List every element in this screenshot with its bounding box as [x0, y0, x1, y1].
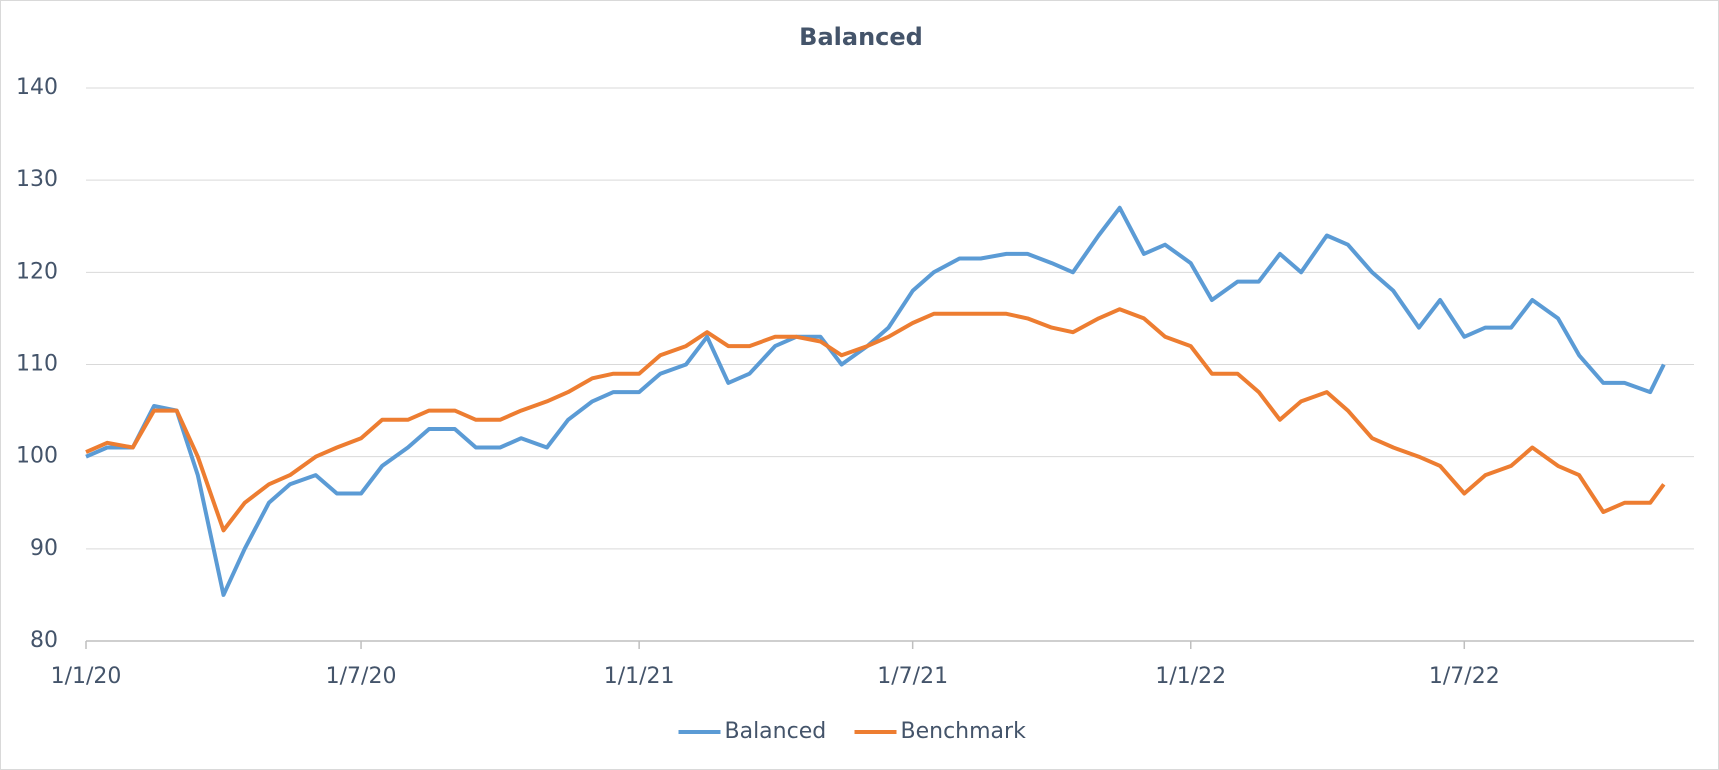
x-tick-label: 1/1/22 [1155, 664, 1226, 689]
y-tick-label: 130 [16, 167, 58, 192]
y-tick-label: 110 [16, 352, 58, 377]
legend-label: Benchmark [901, 719, 1027, 744]
x-tick-label: 1/7/20 [326, 664, 397, 689]
x-tick-label: 1/1/21 [604, 664, 675, 689]
series-line [85, 205, 1666, 597]
x-tick-label: 1/7/21 [877, 664, 948, 689]
y-tick-label: 80 [30, 628, 58, 653]
y-tick-label: 90 [30, 536, 58, 561]
y-tick-label: 120 [16, 259, 58, 284]
chart-title: Balanced [799, 23, 923, 51]
legend-label: Balanced [725, 719, 827, 744]
y-tick-label: 100 [16, 444, 58, 469]
x-tick-label: 1/7/22 [1429, 664, 1500, 689]
y-tick-label: 140 [16, 75, 58, 100]
x-tick-label: 1/1/20 [51, 664, 122, 689]
series-line [85, 307, 1666, 533]
